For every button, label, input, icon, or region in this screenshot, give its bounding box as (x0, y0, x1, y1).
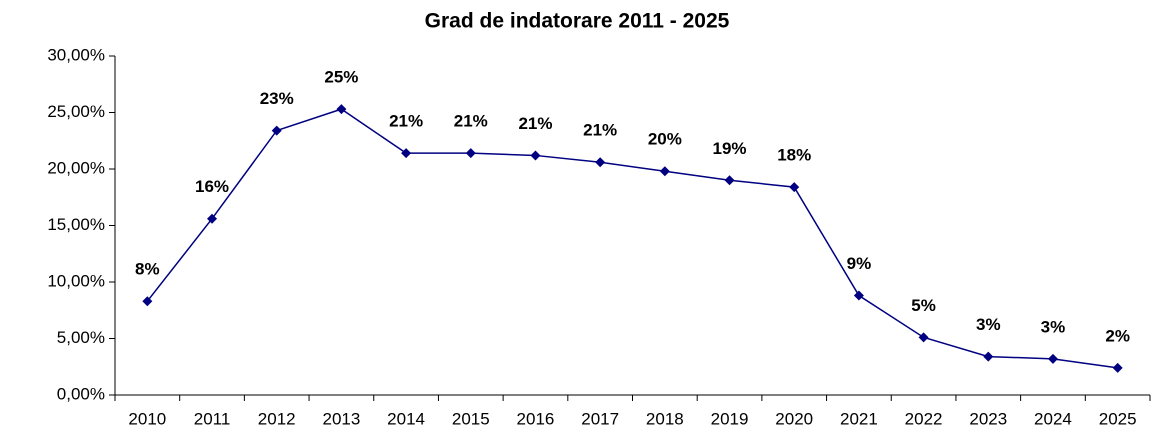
value-label: 9% (847, 254, 872, 273)
marker (207, 213, 218, 224)
y-tick-label: 30,00% (47, 45, 105, 64)
x-tick-label: 2021 (840, 409, 878, 428)
marker (983, 351, 994, 362)
value-label: 21% (389, 112, 423, 131)
marker (853, 290, 864, 301)
x-tick-label: 2022 (905, 409, 943, 428)
value-label: 21% (454, 112, 488, 131)
x-tick-label: 2012 (258, 409, 296, 428)
value-label: 25% (324, 68, 358, 87)
y-tick-label: 10,00% (47, 271, 105, 290)
x-tick-label: 2023 (969, 409, 1007, 428)
line (146, 108, 1118, 369)
marker (401, 148, 412, 159)
marker (595, 157, 606, 168)
value-label: 3% (1041, 317, 1066, 336)
y-tick-label: 20,00% (47, 158, 105, 177)
x-tick-label: 2015 (452, 409, 490, 428)
value-label: 3% (976, 315, 1001, 334)
value-label: 16% (195, 177, 229, 196)
value-label: 5% (911, 296, 936, 315)
marker (918, 332, 929, 343)
marker (1047, 353, 1058, 364)
x-tick-label: 2014 (387, 409, 425, 428)
value-label: 19% (713, 139, 747, 158)
y-tick-label: 25,00% (47, 102, 105, 121)
x-tick-label: 2011 (194, 409, 231, 428)
marker (724, 175, 735, 186)
marker (465, 148, 476, 159)
marker (271, 125, 282, 136)
x-tick-label: 2017 (581, 409, 619, 428)
marker (530, 150, 541, 161)
value-label: 2% (1105, 326, 1130, 345)
x-tick-label: 2013 (322, 409, 360, 428)
marker (142, 296, 153, 307)
x-tick-label: 2010 (128, 409, 166, 428)
value-label: 8% (135, 260, 160, 279)
chart-title: Grad de indatorare 2011 - 2025 (425, 10, 730, 33)
y-tick-label: 5,00% (57, 328, 105, 347)
value-label: 18% (777, 146, 811, 165)
x-tick-label: 2018 (646, 409, 684, 428)
value-label: 20% (648, 130, 682, 149)
x-tick-label: 2024 (1034, 409, 1072, 428)
x-tick-label: 2019 (711, 409, 749, 428)
marker (789, 182, 800, 193)
marker (336, 104, 347, 115)
value-label: 23% (260, 89, 294, 108)
x-tick-label: 2025 (1099, 409, 1137, 428)
value-label: 21% (518, 114, 552, 133)
value-label: 21% (583, 121, 617, 140)
y-tick-label: 15,00% (47, 215, 105, 234)
marker (659, 166, 670, 177)
x-tick-label: 2020 (775, 409, 813, 428)
y-tick-label: 0,00% (57, 384, 105, 403)
x-tick-label: 2016 (517, 409, 555, 428)
marker (1112, 362, 1123, 373)
